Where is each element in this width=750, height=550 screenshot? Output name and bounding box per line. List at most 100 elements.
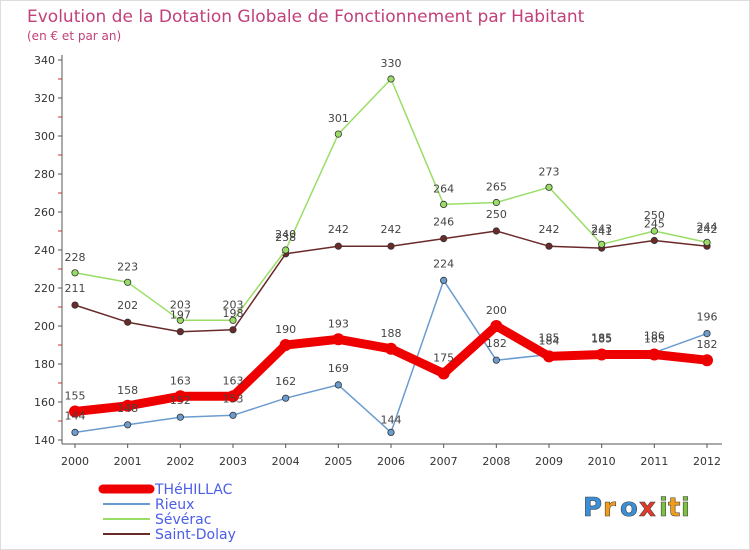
data-point-s-v-rac	[229, 316, 237, 324]
y-tick-label: 160	[34, 396, 55, 409]
data-point-rieux	[334, 381, 342, 389]
y-tick-label: 140	[34, 434, 55, 447]
data-point-saint-dolay	[334, 242, 342, 250]
data-point-rieux	[282, 394, 290, 402]
data-label-saint-dolay: 242	[539, 223, 560, 236]
logo-letter: i	[681, 493, 690, 523]
data-label-th-hillac: 155	[65, 390, 86, 403]
data-label-saint-dolay: 246	[433, 216, 454, 229]
data-point-s-v-rac	[176, 316, 184, 324]
data-point-saint-dolay	[176, 328, 184, 336]
data-label-rieux: 144	[381, 413, 402, 426]
x-tick-label: 2000	[61, 455, 89, 468]
data-label-rieux: 153	[223, 392, 244, 405]
y-tick-label: 240	[34, 244, 55, 257]
data-label-s-v-rac: 243	[591, 222, 612, 235]
data-point-th-hillac	[701, 354, 713, 367]
data-point-th-hillac	[121, 399, 134, 412]
logo-letter: o	[620, 493, 638, 523]
data-point-saint-dolay	[545, 242, 553, 250]
y-tick-label: 180	[34, 358, 55, 371]
data-label-rieux: 144	[65, 409, 86, 422]
x-tick-label: 2010	[588, 455, 616, 468]
data-point-rieux	[492, 356, 500, 364]
chart-title: Evolution de la Dotation Globale de Fonc…	[27, 7, 585, 27]
data-point-th-hillac	[648, 348, 661, 361]
legend-label-rieux: Rieux	[155, 497, 194, 513]
data-label-saint-dolay: 242	[328, 223, 349, 236]
data-point-rieux	[703, 329, 711, 338]
data-label-th-hillac: 175	[433, 352, 454, 365]
data-point-th-hillac	[174, 390, 187, 403]
data-label-s-v-rac: 301	[328, 112, 349, 125]
data-point-th-hillac	[543, 350, 555, 363]
data-point-s-v-rac	[650, 227, 658, 235]
data-label-rieux: 186	[644, 330, 665, 343]
data-label-saint-dolay: 198	[223, 307, 244, 320]
x-tick-label: 2009	[535, 455, 563, 468]
logo-letter: i	[659, 493, 668, 523]
data-label-th-hillac: 193	[328, 317, 349, 330]
data-point-s-v-rac	[71, 269, 79, 277]
x-tick-label: 2011	[640, 455, 668, 468]
data-label-s-v-rac: 264	[433, 182, 454, 195]
data-label-th-hillac: 163	[170, 374, 191, 387]
data-label-s-v-rac: 330	[381, 57, 402, 70]
data-point-saint-dolay	[229, 326, 237, 334]
data-point-saint-dolay	[71, 301, 79, 309]
data-point-saint-dolay	[492, 227, 500, 235]
legend-label-saint-dolay: Saint-Dolay	[155, 527, 236, 543]
data-label-saint-dolay: 245	[644, 218, 665, 231]
axes: 140 160 180 200 220 240 260 280 300 320 340 2000 200…	[34, 54, 722, 468]
data-label-s-v-rac: 203	[170, 298, 191, 311]
data-label-rieux: 185	[539, 332, 560, 345]
x-tick-label: 2005	[324, 455, 352, 468]
data-point-th-hillac	[279, 339, 292, 351]
data-point-s-v-rac	[440, 200, 448, 208]
data-label-saint-dolay: 250	[486, 208, 507, 221]
y-tick-label: 200	[34, 320, 55, 333]
data-point-s-v-rac	[545, 183, 553, 191]
data-point-th-hillac	[437, 367, 450, 380]
data-point-rieux	[71, 428, 79, 436]
logo-letter: x	[639, 493, 656, 523]
logo-letter: r	[603, 493, 616, 523]
data-point-saint-dolay	[387, 242, 395, 250]
data-point-th-hillac	[595, 348, 608, 361]
x-tick-label: 2001	[114, 455, 142, 468]
data-point-th-hillac	[227, 390, 239, 403]
x-tick-label: 2012	[693, 455, 721, 468]
data-label-saint-dolay: 202	[117, 299, 138, 312]
data-label-rieux: 182	[486, 337, 507, 350]
legend-label-th-hillac: THéHILLAC	[154, 482, 233, 498]
data-label-th-hillac: 184	[539, 334, 560, 347]
data-label-rieux: 196	[697, 311, 718, 324]
data-label-th-hillac: 163	[223, 374, 244, 387]
data-label-s-v-rac: 203	[223, 298, 244, 311]
data-label-saint-dolay: 241	[591, 225, 612, 238]
data-label-saint-dolay: 238	[275, 231, 296, 244]
data-point-th-hillac	[69, 405, 81, 418]
data-point-s-v-rac	[492, 198, 500, 207]
chart-subtitle: (en € et par an)	[27, 29, 121, 43]
data-point-th-hillac	[490, 320, 503, 332]
data-point-s-v-rac	[387, 75, 395, 83]
logo-letter: P	[583, 493, 602, 523]
data-label-rieux: 162	[275, 375, 296, 388]
data-label-th-hillac: 190	[275, 323, 296, 336]
legend-label-s-v-rac: Sévérac	[155, 512, 211, 528]
data-label-s-v-rac: 265	[486, 181, 507, 194]
data-label-s-v-rac: 273	[539, 165, 560, 178]
series-layer	[69, 75, 713, 436]
y-tick-label: 300	[34, 130, 55, 143]
y-tick-label: 280	[34, 168, 55, 181]
data-label-th-hillac: 188	[381, 327, 402, 340]
data-label-s-v-rac: 250	[644, 209, 665, 222]
x-tick-label: 2007	[430, 455, 458, 468]
data-label-rieux: 185	[591, 332, 612, 345]
logo-letter: t	[668, 493, 680, 523]
data-point-th-hillac	[385, 342, 397, 355]
